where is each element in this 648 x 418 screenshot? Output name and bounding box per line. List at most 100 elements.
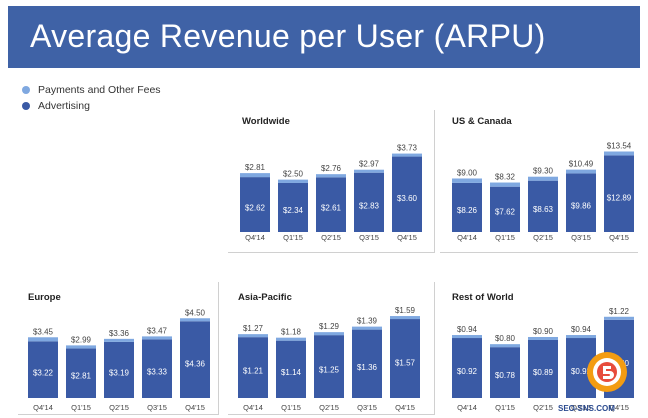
- data-label-advertising-worldwide-4: $3.60: [397, 194, 418, 203]
- data-label-advertising-asia-pacific-0: $1.21: [243, 367, 264, 376]
- x-tick-label-us-canada-0: Q4'14: [457, 233, 477, 242]
- x-tick-label-rest-of-world-0: Q4'14: [457, 403, 477, 412]
- bar-advertising-europe-2: [104, 341, 134, 398]
- chart-title-asia-pacific: Asia-Pacific: [238, 292, 292, 303]
- bar-payments-us-canada-0: [452, 178, 482, 183]
- data-label-total-asia-pacific-4: $1.59: [395, 306, 416, 315]
- bar-payments-rest-of-world-2: [528, 336, 558, 340]
- data-label-total-worldwide-1: $2.50: [283, 170, 304, 179]
- data-label-total-rest-of-world-3: $0.94: [571, 325, 592, 334]
- chart-title-worldwide: Worldwide: [242, 116, 290, 127]
- data-label-advertising-worldwide-2: $2.61: [321, 203, 342, 212]
- data-label-total-asia-pacific-0: $1.27: [243, 324, 264, 333]
- x-tick-label-rest-of-world-1: Q1'15: [495, 403, 515, 412]
- data-label-total-rest-of-world-1: $0.80: [495, 334, 516, 343]
- page-title: Average Revenue per User (ARPU): [30, 18, 546, 54]
- bar-advertising-worldwide-0: [240, 177, 270, 232]
- data-label-advertising-europe-3: $3.33: [147, 368, 168, 377]
- x-tick-label-asia-pacific-3: Q3'15: [357, 403, 377, 412]
- data-label-advertising-worldwide-1: $2.34: [283, 206, 304, 215]
- x-tick-label-us-canada-2: Q2'15: [533, 233, 553, 242]
- bar-payments-asia-pacific-3: [352, 326, 382, 330]
- data-label-advertising-europe-1: $2.81: [71, 372, 92, 381]
- data-label-advertising-asia-pacific-3: $1.36: [357, 363, 378, 372]
- bar-payments-worldwide-2: [316, 174, 346, 178]
- bar-payments-asia-pacific-0: [238, 334, 268, 338]
- bar-payments-rest-of-world-0: [452, 335, 482, 339]
- site-logo-icon: [587, 352, 627, 392]
- data-label-advertising-europe-2: $3.19: [109, 369, 130, 378]
- data-label-advertising-asia-pacific-1: $1.14: [281, 368, 302, 377]
- legend-label-payments: Payments and Other Fees: [38, 84, 161, 96]
- data-label-total-europe-4: $4.50: [185, 308, 206, 317]
- bar-payments-worldwide-4: [392, 153, 422, 157]
- data-label-total-worldwide-3: $2.97: [359, 160, 380, 169]
- x-tick-label-rest-of-world-2: Q2'15: [533, 403, 553, 412]
- bar-advertising-rest-of-world-2: [528, 339, 558, 398]
- data-label-total-us-canada-2: $9.30: [533, 167, 554, 176]
- bar-advertising-us-canada-2: [528, 180, 558, 232]
- legend-swatch-payments: [22, 86, 30, 94]
- bar-payments-europe-0: [28, 337, 58, 342]
- legend-item-advertising: Advertising: [22, 98, 161, 114]
- panel-frame-worldwide: [228, 110, 435, 253]
- legend: Payments and Other Fees Advertising: [22, 82, 161, 114]
- data-label-advertising-asia-pacific-4: $1.57: [395, 358, 416, 367]
- data-label-total-asia-pacific-3: $1.39: [357, 317, 378, 326]
- data-label-advertising-worldwide-0: $2.62: [245, 203, 266, 212]
- bar-advertising-europe-1: [66, 348, 96, 398]
- watermark: SEO-SNS.COM: [558, 404, 615, 413]
- bar-advertising-us-canada-4: [604, 155, 634, 232]
- data-label-advertising-us-canada-4: $12.89: [607, 194, 632, 203]
- data-label-total-us-canada-3: $10.49: [569, 160, 594, 169]
- bar-payments-europe-4: [180, 318, 210, 322]
- panel-frame-us-canada: [440, 110, 638, 253]
- data-label-total-europe-0: $3.45: [33, 327, 54, 336]
- data-label-total-worldwide-0: $2.81: [245, 163, 266, 172]
- x-tick-label-us-canada-4: Q4'15: [609, 233, 629, 242]
- panel-frame-europe: [18, 282, 219, 415]
- bar-advertising-europe-0: [28, 341, 58, 398]
- chart-title-us-canada: US & Canada: [452, 116, 512, 127]
- data-label-total-rest-of-world-2: $0.90: [533, 327, 554, 336]
- data-label-advertising-us-canada-0: $8.26: [457, 206, 478, 215]
- data-label-total-rest-of-world-0: $0.94: [457, 325, 478, 334]
- data-label-total-europe-3: $3.47: [147, 326, 168, 335]
- data-label-advertising-europe-4: $4.36: [185, 359, 206, 368]
- bar-payments-us-canada-2: [528, 176, 558, 181]
- bar-advertising-europe-3: [142, 339, 172, 398]
- x-tick-label-worldwide-0: Q4'14: [245, 233, 265, 242]
- bar-advertising-us-canada-3: [566, 173, 596, 232]
- bar-payments-worldwide-3: [354, 169, 384, 173]
- x-tick-label-asia-pacific-0: Q4'14: [243, 403, 263, 412]
- bar-advertising-asia-pacific-1: [276, 340, 306, 398]
- bar-advertising-worldwide-4: [392, 156, 422, 232]
- bar-payments-asia-pacific-1: [276, 337, 306, 341]
- data-label-total-us-canada-1: $8.32: [495, 173, 516, 182]
- x-tick-label-worldwide-3: Q3'15: [359, 233, 379, 242]
- data-label-total-worldwide-4: $3.73: [397, 144, 418, 153]
- x-tick-label-us-canada-3: Q3'15: [571, 233, 591, 242]
- title-banner: Average Revenue per User (ARPU): [8, 6, 640, 68]
- bar-advertising-asia-pacific-0: [238, 337, 268, 398]
- x-tick-label-worldwide-2: Q2'15: [321, 233, 341, 242]
- x-tick-label-us-canada-1: Q1'15: [495, 233, 515, 242]
- bar-payments-us-canada-1: [490, 182, 520, 187]
- bar-payments-asia-pacific-4: [390, 316, 420, 320]
- chart-title-europe: Europe: [28, 292, 61, 303]
- data-label-total-asia-pacific-1: $1.18: [281, 328, 302, 337]
- x-tick-label-rest-of-world-4: Q4'15: [609, 403, 629, 412]
- bar-advertising-us-canada-0: [452, 182, 482, 232]
- data-label-total-rest-of-world-4: $1.22: [609, 307, 630, 316]
- bar-payments-rest-of-world-1: [490, 344, 520, 348]
- data-label-total-europe-1: $2.99: [71, 335, 92, 344]
- bar-advertising-worldwide-1: [278, 182, 308, 232]
- bar-payments-rest-of-world-4: [604, 316, 634, 320]
- data-label-advertising-worldwide-3: $2.83: [359, 201, 380, 210]
- bar-advertising-europe-4: [180, 321, 210, 398]
- bar-advertising-worldwide-2: [316, 177, 346, 232]
- x-tick-label-europe-4: Q4'15: [185, 403, 205, 412]
- data-label-advertising-europe-0: $3.22: [33, 368, 54, 377]
- data-label-total-us-canada-4: $13.54: [607, 141, 632, 150]
- data-label-advertising-rest-of-world-2: $0.89: [533, 368, 554, 377]
